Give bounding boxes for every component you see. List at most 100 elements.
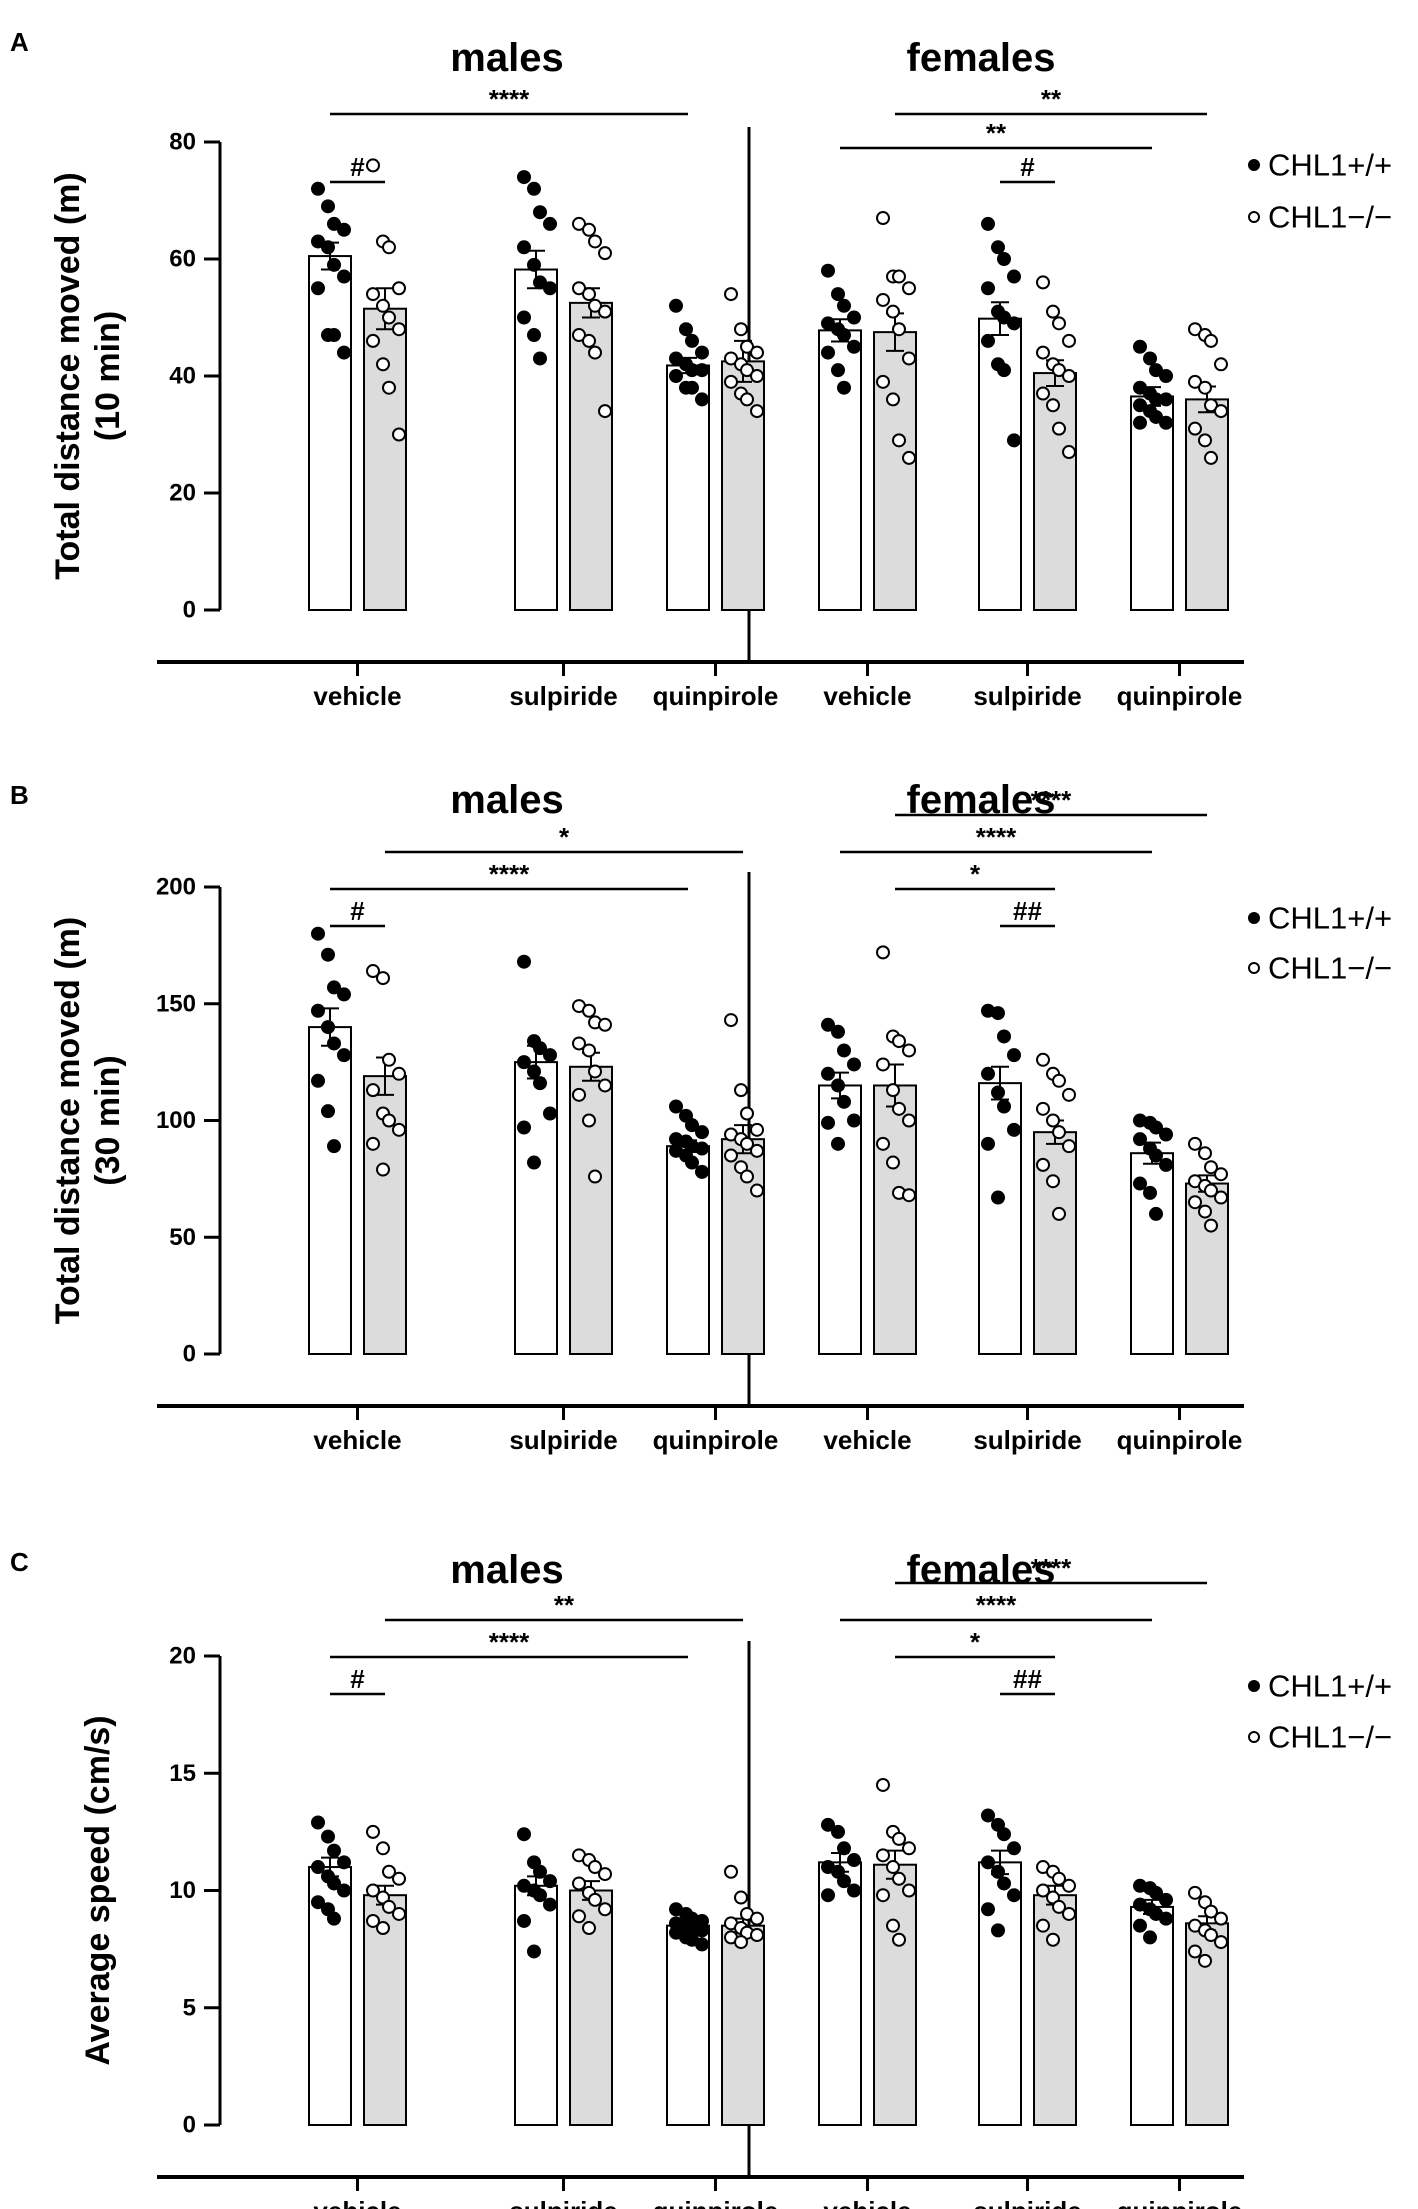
data-point-wt (517, 1827, 531, 1842)
data-point-wt (821, 316, 835, 331)
data-point-ko (382, 310, 396, 325)
data-point-ko (572, 216, 586, 231)
data-point-ko (750, 1928, 764, 1943)
data-point-wt (981, 1066, 995, 1081)
y-axis-label: (10 min) (89, 311, 127, 441)
category-label: vehicle (313, 1425, 401, 1455)
data-point-wt (831, 1824, 845, 1839)
data-point-ko (1046, 1113, 1060, 1128)
data-point-wt (517, 310, 531, 325)
data-point-wt (695, 1125, 709, 1140)
bar-ko (873, 1084, 917, 1355)
data-point-ko (366, 964, 380, 979)
y-axis-label: Average speed (cm/s) (79, 1715, 117, 2065)
data-point-wt (981, 1902, 995, 1917)
data-point-ko (1062, 1878, 1076, 1893)
data-point-ko (876, 945, 890, 960)
data-point-ko (1046, 398, 1060, 413)
data-point-ko (382, 380, 396, 395)
data-point-wt (543, 1048, 557, 1063)
category-label: quinpirole (1117, 2196, 1243, 2209)
data-point-ko (1188, 421, 1202, 436)
category-label: vehicle (823, 1425, 911, 1455)
data-point-ko (1204, 450, 1218, 465)
data-point-wt (997, 1876, 1011, 1891)
data-point-wt (327, 1876, 341, 1891)
significance-label: * (970, 859, 981, 889)
data-point-wt (685, 380, 699, 395)
data-point-wt (517, 1913, 531, 1928)
data-point-ko (1188, 1885, 1202, 1900)
data-point-ko (1204, 1928, 1218, 1943)
data-point-ko (1036, 275, 1050, 290)
data-point-wt (847, 1883, 861, 1898)
data-point-ko (1214, 1190, 1228, 1205)
data-point-wt (1159, 415, 1173, 430)
data-point-wt (847, 339, 861, 354)
data-point-wt (337, 345, 351, 360)
category-label: sulpiride (509, 2196, 617, 2209)
data-point-wt (831, 1078, 845, 1093)
significance-label: ## (1013, 896, 1042, 926)
data-point-ko (1036, 1052, 1050, 1067)
data-point-ko (740, 1136, 754, 1151)
data-point-wt (991, 240, 1005, 255)
data-point-ko (724, 351, 738, 366)
data-point-ko (572, 1036, 586, 1051)
data-point-wt (527, 181, 541, 196)
data-point-wt (847, 310, 861, 325)
data-point-ko (1198, 1146, 1212, 1161)
data-point-ko (724, 374, 738, 389)
legend-label-wt: CHL1+/+ (1268, 901, 1392, 936)
panel-letter: C (10, 1547, 29, 1577)
category-label: quinpirole (1117, 681, 1243, 711)
data-point-wt (311, 181, 325, 196)
legend: CHL1+/+ CHL1−/− (1248, 901, 1392, 986)
data-point-ko (376, 298, 390, 313)
data-point-ko (588, 234, 602, 249)
category-label: quinpirole (1117, 1425, 1243, 1455)
bar-ko (363, 307, 407, 611)
data-point-ko (572, 281, 586, 296)
data-point-ko (1052, 1125, 1066, 1140)
legend-label-ko: CHL1−/− (1268, 1720, 1392, 1755)
y-axis-label: Total distance moved (m) (49, 917, 87, 1324)
data-point-wt (311, 1860, 325, 1875)
category-label: vehicle (823, 681, 911, 711)
data-point-wt (981, 281, 995, 296)
data-point-ko (1062, 369, 1076, 383)
category-label: vehicle (823, 2196, 911, 2209)
y-tick-label: 15 (169, 1760, 196, 1787)
bar-wt (666, 1924, 710, 2127)
bar-wt (818, 1861, 862, 2126)
data-point-wt (543, 1897, 557, 1912)
data-point-ko (892, 1871, 906, 1886)
data-point-wt (327, 328, 341, 343)
data-point-ko (734, 1935, 748, 1950)
bar-wt (514, 268, 558, 611)
data-point-ko (392, 1871, 406, 1886)
data-point-wt (831, 363, 845, 378)
data-point-ko (376, 1921, 390, 1936)
bar-ko (873, 1863, 917, 2126)
data-point-ko (750, 345, 764, 360)
data-point-ko (1198, 380, 1212, 395)
data-point-ko (582, 1043, 596, 1058)
data-point-wt (321, 947, 335, 962)
data-point-wt (1007, 1048, 1021, 1063)
bar-ko (721, 1924, 765, 2127)
data-point-ko (1046, 1174, 1060, 1189)
data-point-wt (847, 1853, 861, 1868)
data-point-wt (321, 199, 335, 214)
data-point-ko (1214, 357, 1228, 372)
category-label: sulpiride (973, 1425, 1081, 1455)
data-point-wt (821, 345, 835, 360)
significance-label: ** (1041, 84, 1062, 114)
data-point-ko (1052, 1899, 1066, 1914)
data-point-ko (366, 158, 380, 173)
data-point-wt (1149, 363, 1163, 378)
y-tick-label: 0 (183, 597, 196, 624)
data-point-ko (876, 211, 890, 226)
data-point-ko (366, 1136, 380, 1151)
data-point-wt (1149, 1885, 1163, 1900)
